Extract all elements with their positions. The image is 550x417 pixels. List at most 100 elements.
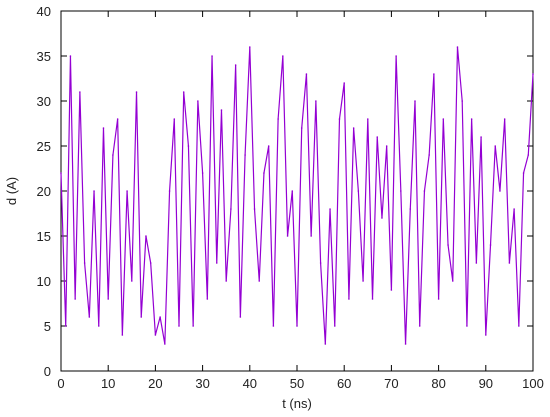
data-point	[518, 325, 520, 327]
data-point	[277, 118, 279, 120]
x-tick-label: 20	[148, 376, 162, 391]
data-point	[173, 118, 176, 120]
data-point	[414, 100, 416, 102]
data-point	[376, 136, 379, 138]
data-point	[230, 208, 232, 210]
data-point	[225, 280, 227, 282]
data-point	[508, 262, 511, 264]
data-point	[409, 208, 412, 210]
data-point	[206, 298, 209, 300]
data-point	[121, 334, 124, 336]
data-point	[112, 154, 114, 156]
data-point	[371, 298, 374, 300]
data-point	[282, 55, 284, 57]
y-axis-ticks: 0 5 10 15 20 25 30 35 40	[37, 4, 533, 379]
data-point	[116, 118, 119, 120]
data-point	[381, 217, 383, 219]
data-point	[513, 208, 515, 210]
data-point	[485, 334, 487, 336]
y-tick-label: 15	[37, 229, 51, 244]
data-point	[249, 46, 251, 48]
data-point	[192, 325, 194, 327]
data-point	[447, 244, 449, 246]
data-point	[423, 190, 426, 192]
data-point	[164, 343, 166, 345]
data-point	[385, 145, 388, 147]
data-point	[140, 316, 143, 318]
data-point	[362, 280, 364, 282]
data-point	[187, 145, 190, 147]
data-point	[239, 316, 242, 318]
data-points	[60, 46, 534, 345]
data-point	[60, 172, 62, 174]
data-point	[310, 235, 312, 237]
data-point	[324, 343, 327, 345]
data-point	[296, 325, 298, 327]
data-point	[145, 235, 147, 237]
data-line	[60, 46, 534, 345]
x-tick-label: 0	[57, 376, 64, 391]
x-tick-label: 50	[290, 376, 304, 391]
data-point	[400, 190, 402, 192]
x-tick-label: 70	[384, 376, 398, 391]
x-tick-label: 40	[243, 376, 257, 391]
data-point	[168, 190, 171, 192]
data-point	[451, 280, 454, 282]
x-tick-label: 80	[431, 376, 445, 391]
data-point	[480, 136, 482, 138]
data-point	[267, 145, 270, 147]
data-point	[395, 55, 397, 57]
x-tick-label: 10	[101, 376, 115, 391]
data-point	[300, 127, 303, 129]
data-point	[244, 154, 246, 156]
data-point	[522, 172, 525, 174]
data-point	[234, 64, 237, 66]
data-point	[442, 118, 445, 120]
data-point	[201, 172, 204, 174]
data-point	[489, 244, 492, 246]
data-point	[367, 118, 369, 120]
data-point	[428, 154, 430, 156]
data-point	[215, 262, 218, 264]
data-point	[315, 100, 317, 102]
y-tick-label: 25	[37, 139, 51, 154]
data-point	[102, 127, 105, 129]
data-point	[258, 280, 261, 282]
data-point	[159, 316, 161, 318]
data-point	[272, 325, 275, 327]
data-point	[88, 316, 91, 318]
data-point	[83, 262, 86, 264]
data-point	[503, 118, 506, 120]
data-point	[220, 109, 223, 111]
y-tick-label: 5	[44, 319, 51, 334]
data-point	[461, 100, 464, 102]
data-point	[348, 298, 350, 300]
data-point	[135, 91, 138, 93]
data-point	[126, 190, 128, 192]
data-point	[149, 262, 152, 264]
data-point	[532, 73, 534, 75]
x-axis-ticks: 0 10 20 30 40 50 60 70 80 90 100	[57, 11, 544, 391]
data-point	[305, 73, 308, 75]
data-point	[154, 334, 157, 336]
data-point	[357, 190, 360, 192]
x-tick-label: 100	[522, 376, 544, 391]
data-point	[418, 325, 421, 327]
data-point	[333, 325, 336, 327]
data-point	[107, 298, 109, 300]
data-point	[494, 145, 497, 147]
data-point	[338, 118, 341, 120]
y-tick-label: 20	[37, 184, 51, 199]
data-point	[352, 127, 355, 129]
data-point	[131, 280, 133, 282]
y-tick-label: 10	[37, 274, 51, 289]
data-point	[263, 172, 265, 174]
data-point	[470, 118, 473, 120]
data-point	[286, 235, 289, 237]
data-point	[390, 289, 393, 291]
data-point	[475, 262, 478, 264]
x-tick-label: 60	[337, 376, 351, 391]
data-point	[178, 325, 180, 327]
data-point	[437, 298, 440, 300]
